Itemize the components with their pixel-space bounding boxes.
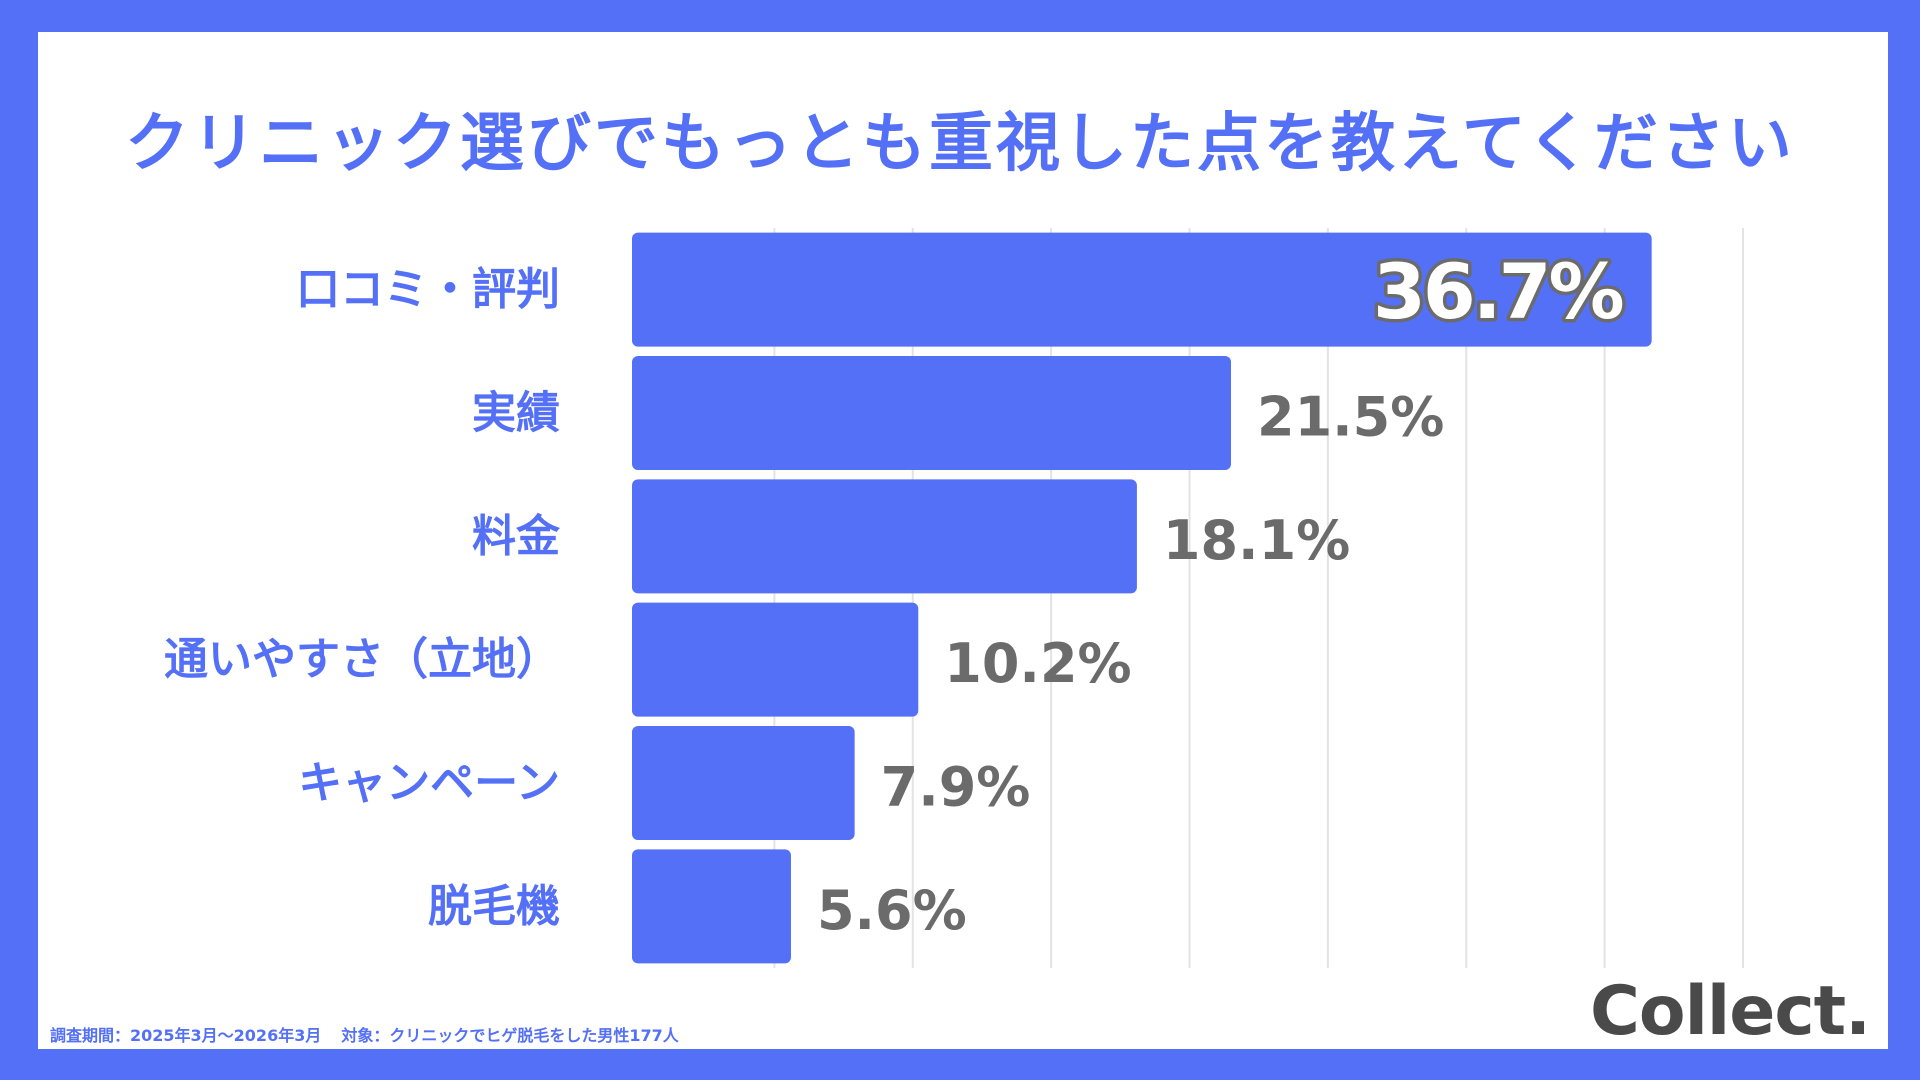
category-label: 脱毛機 (428, 881, 560, 932)
bar (632, 849, 791, 964)
survey-footnote: 調査期間：2025年3月〜2026年3月 対象：クリニックでヒゲ脱毛をした男性17… (50, 1022, 679, 1046)
value-label: 18.1% (1163, 509, 1350, 572)
category-label: 口コミ・評判 (296, 264, 560, 315)
category-label: 料金 (472, 511, 561, 562)
gridlines (773, 228, 1744, 968)
bar (632, 602, 919, 717)
chart-title: クリニック選びでもっとも重視した点を教えてください (125, 107, 1795, 181)
bar (632, 232, 1652, 347)
collect-logo: Collect. (1590, 972, 1871, 1051)
value-label: 10.2% (944, 632, 1131, 695)
bar (632, 479, 1137, 594)
survey-target: 対象：クリニックでヒゲ脱毛をした男性177人 (341, 1026, 679, 1045)
value-label: 5.6% (817, 879, 967, 942)
bars (632, 232, 1652, 964)
category-label: 実績 (472, 388, 560, 439)
category-label: 通いやすさ（立地） (164, 634, 560, 685)
bar (632, 356, 1232, 470)
value-labels: 36.7% 21.5% 18.1% 10.2% 7.9% 5.6% (817, 244, 1629, 942)
survey-period: 調査期間：2025年3月〜2026年3月 (50, 1026, 322, 1045)
category-label: キャンペーン (298, 758, 560, 809)
bar (632, 726, 855, 840)
value-label: 7.9% (881, 756, 1031, 819)
value-label: 36.7% (1373, 247, 1623, 336)
value-label: 21.5% (1257, 386, 1444, 449)
